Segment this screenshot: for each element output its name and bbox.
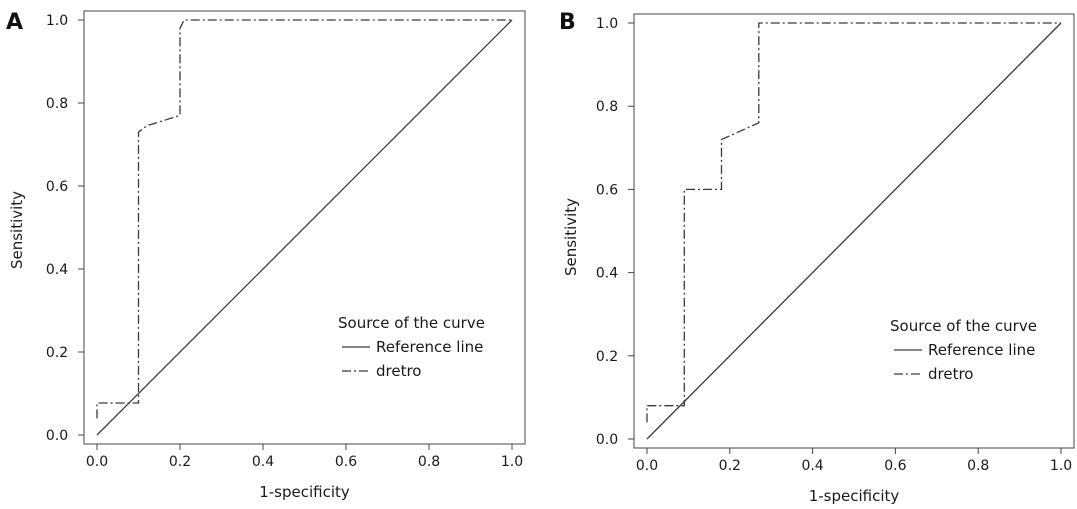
legend-title: Source of the curve — [890, 317, 1037, 335]
panel-letter: B — [559, 10, 576, 35]
x-axis-title: 1-specificity — [809, 487, 900, 505]
legend-entry-label: Reference line — [928, 341, 1035, 359]
y-tick-label: 1.0 — [596, 16, 618, 32]
y-tick-label: 0.4 — [596, 266, 618, 282]
y-tick-label: 1.0 — [46, 13, 68, 29]
x-tick-label: 0.0 — [86, 454, 108, 470]
series-line-dretro — [96, 19, 512, 419]
legend-title: Source of the curve — [338, 314, 485, 332]
y-tick-label: 0.8 — [596, 99, 618, 115]
y-tick-label: 0.8 — [46, 96, 68, 112]
y-tick-label: 0.6 — [46, 179, 68, 195]
series-line-reference — [96, 19, 513, 436]
series-line-dretro — [646, 22, 1061, 423]
plot-frame — [83, 10, 526, 445]
legend-entry-label: Reference line — [376, 338, 483, 356]
y-tick-label: 0.0 — [46, 428, 68, 444]
y-axis-title: Sensitivity — [8, 191, 26, 269]
y-tick-label: 0.2 — [46, 345, 68, 361]
series-line-reference — [646, 22, 1062, 440]
legend-entry-label: dretro — [376, 362, 421, 380]
y-tick-label: 0.6 — [596, 182, 618, 198]
x-tick-label: 0.4 — [252, 454, 274, 470]
panel-letter: A — [6, 10, 23, 35]
legend-entry-label: dretro — [928, 365, 973, 383]
x-tick-label: 0.2 — [169, 454, 191, 470]
x-tick-label: 0.6 — [884, 458, 906, 474]
y-tick-label: 0.4 — [46, 262, 68, 278]
x-tick-label: 1.0 — [501, 454, 523, 470]
x-tick-label: 0.0 — [636, 458, 658, 474]
plot-frame — [633, 13, 1075, 449]
y-axis-title: Sensitivity — [562, 198, 580, 276]
x-tick-label: 0.8 — [967, 458, 989, 474]
y-tick-label: 0.2 — [596, 349, 618, 365]
x-tick-label: 0.2 — [719, 458, 741, 474]
x-tick-label: 0.6 — [335, 454, 357, 470]
x-axis-title: 1-specificity — [259, 483, 350, 501]
x-tick-label: 0.8 — [418, 454, 440, 470]
x-tick-label: 1.0 — [1050, 458, 1072, 474]
y-tick-label: 0.0 — [596, 432, 618, 448]
x-tick-label: 0.4 — [801, 458, 823, 474]
